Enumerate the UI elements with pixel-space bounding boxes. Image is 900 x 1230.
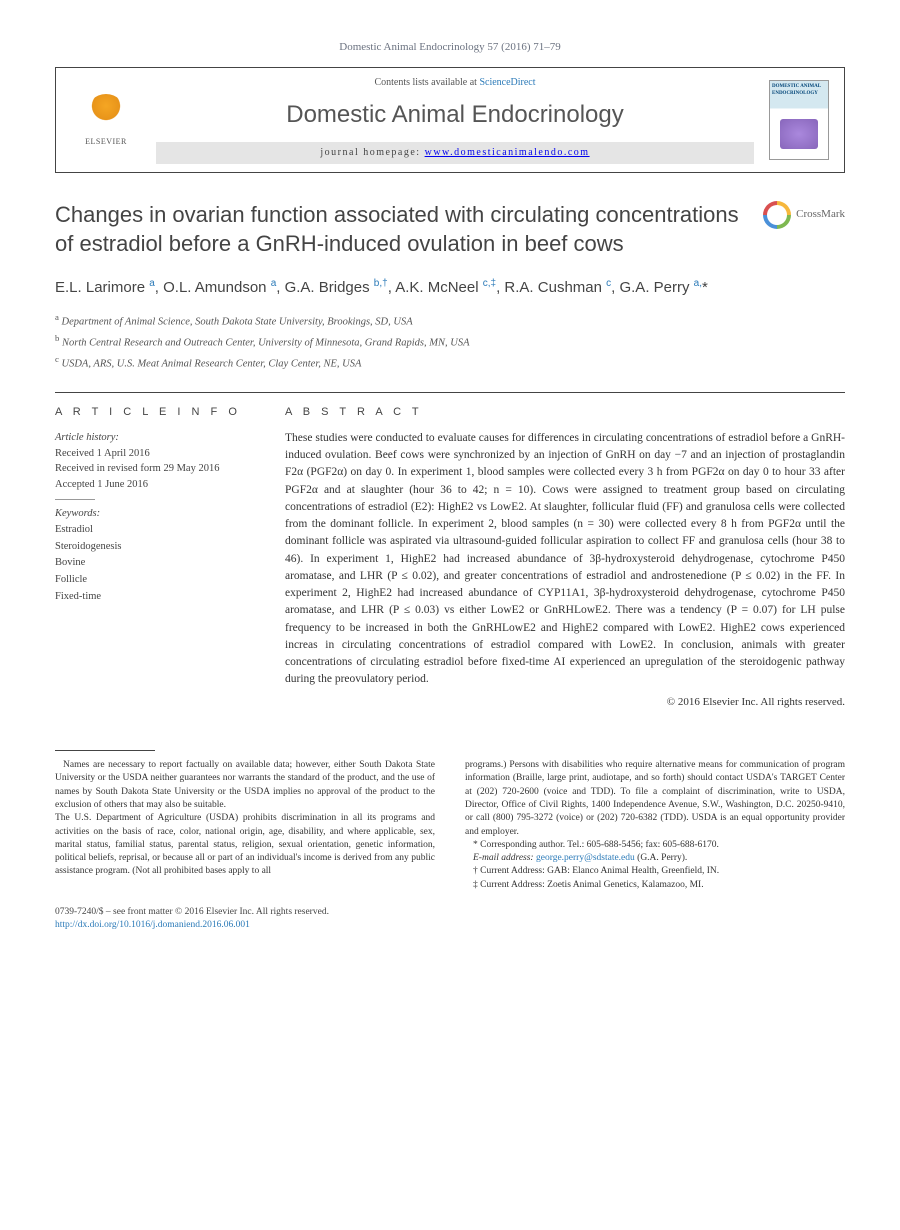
header-box: ELSEVIER Contents lists available at Sci… bbox=[55, 67, 845, 173]
footnote-ddagger: ‡ Current Address: Zoetis Animal Genetic… bbox=[465, 879, 845, 892]
footnote-text: The U.S. Department of Agriculture (USDA… bbox=[55, 812, 435, 878]
date-revised: Received in revised form 29 May 2016 bbox=[55, 461, 255, 477]
crossmark-icon bbox=[763, 201, 791, 229]
email-label: E-mail address: bbox=[473, 853, 536, 863]
abstract-head: A B S T R A C T bbox=[285, 405, 845, 420]
article-info-head: A R T I C L E I N F O bbox=[55, 405, 255, 420]
contents-prefix: Contents lists available at bbox=[374, 77, 479, 88]
issn-line: 0739-7240/$ – see front matter © 2016 El… bbox=[55, 906, 845, 919]
doi-link[interactable]: http://dx.doi.org/10.1016/j.domaniend.20… bbox=[55, 920, 250, 930]
history-header: Article history: bbox=[55, 430, 255, 446]
date-received: Received 1 April 2016 bbox=[55, 446, 255, 462]
cover-image bbox=[780, 119, 818, 149]
elsevier-logo: ELSEVIER bbox=[71, 85, 141, 155]
footnote-text: Names are necessary to report factually … bbox=[55, 759, 435, 812]
cover-title: DOMESTIC ANIMAL ENDOCRINOLOGY bbox=[772, 83, 826, 97]
homepage-label: journal homepage: bbox=[320, 147, 424, 158]
article-info-column: A R T I C L E I N F O Article history: R… bbox=[55, 405, 255, 711]
keywords-block: Keywords: EstradiolSteroidogenesisBovine… bbox=[55, 506, 255, 606]
authors: E.L. Larimore a, O.L. Amundson a, G.A. B… bbox=[55, 276, 845, 300]
keyword: Bovine bbox=[55, 555, 255, 572]
footnote-col-right: programs.) Persons with disabilities who… bbox=[465, 759, 845, 892]
bottom-bar: 0739-7240/$ – see front matter © 2016 El… bbox=[55, 906, 845, 933]
date-accepted: Accepted 1 June 2016 bbox=[55, 477, 255, 493]
keyword: Follicle bbox=[55, 572, 255, 589]
publisher-name: ELSEVIER bbox=[85, 136, 127, 147]
abstract-text: These studies were conducted to evaluate… bbox=[285, 430, 845, 689]
affiliations: a Department of Animal Science, South Da… bbox=[55, 310, 845, 374]
affiliation: a Department of Animal Science, South Da… bbox=[55, 310, 845, 331]
footnote-col-left: Names are necessary to report factually … bbox=[55, 759, 435, 892]
crossmark-label: CrossMark bbox=[796, 207, 845, 222]
journal-name: Domestic Animal Endocrinology bbox=[156, 98, 754, 132]
affiliation: c USDA, ARS, U.S. Meat Animal Research C… bbox=[55, 352, 845, 373]
footnote-dagger: † Current Address: GAB: Elanco Animal He… bbox=[465, 865, 845, 878]
short-divider bbox=[55, 499, 95, 500]
sciencedirect-link[interactable]: ScienceDirect bbox=[479, 77, 535, 88]
copyright: © 2016 Elsevier Inc. All rights reserved… bbox=[285, 695, 845, 710]
section-divider bbox=[55, 392, 845, 393]
abstract-column: A B S T R A C T These studies were condu… bbox=[285, 405, 845, 711]
keyword: Fixed-time bbox=[55, 589, 255, 606]
contents-line: Contents lists available at ScienceDirec… bbox=[156, 76, 754, 90]
homepage-bar: journal homepage: www.domesticanimalendo… bbox=[156, 142, 754, 164]
corresponding-author: * Corresponding author. Tel.: 605-688-54… bbox=[465, 839, 845, 852]
crossmark-badge[interactable]: CrossMark bbox=[763, 201, 845, 229]
email-attribution: (G.A. Perry). bbox=[635, 853, 688, 863]
article-title: Changes in ovarian function associated w… bbox=[55, 201, 743, 258]
journal-reference: Domestic Animal Endocrinology 57 (2016) … bbox=[55, 40, 845, 55]
header-center: Contents lists available at ScienceDirec… bbox=[156, 76, 754, 164]
journal-cover-thumbnail: DOMESTIC ANIMAL ENDOCRINOLOGY bbox=[769, 80, 829, 160]
footnotes: Names are necessary to report factually … bbox=[55, 759, 845, 892]
email-line: E-mail address: george.perry@sdstate.edu… bbox=[465, 852, 845, 865]
footnote-continued: programs.) Persons with disabilities who… bbox=[465, 759, 845, 839]
homepage-link[interactable]: www.domesticanimalendo.com bbox=[425, 147, 590, 158]
affiliation: b North Central Research and Outreach Ce… bbox=[55, 331, 845, 352]
footnote-divider bbox=[55, 750, 155, 751]
keywords-header: Keywords: bbox=[55, 506, 255, 522]
keyword: Estradiol bbox=[55, 522, 255, 539]
keyword: Steroidogenesis bbox=[55, 539, 255, 556]
article-history: Article history: Received 1 April 2016 R… bbox=[55, 430, 255, 493]
email-link[interactable]: george.perry@sdstate.edu bbox=[536, 853, 635, 863]
